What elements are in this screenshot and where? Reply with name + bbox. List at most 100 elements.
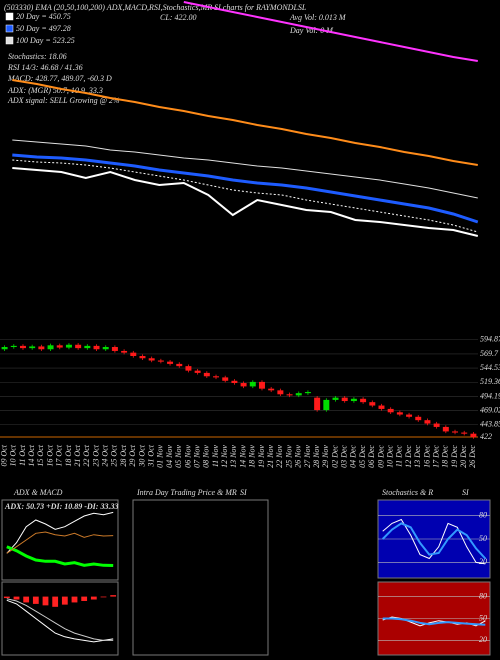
chart-title: (503330) EMA (20,50,100,200) ADX,MACD,RS… <box>4 3 307 12</box>
x-tick-label: 11 Nov <box>211 445 220 468</box>
candle-body <box>415 416 422 421</box>
candle-body <box>148 358 155 361</box>
series-line <box>12 159 478 233</box>
legend-label: 20 Day = 450.75 <box>16 12 71 21</box>
x-tick-label: 26 Nov <box>294 445 303 468</box>
candle-body <box>286 394 293 396</box>
x-tick-label: 16 Oct <box>45 444 54 466</box>
candle-body <box>304 392 311 394</box>
candle-body <box>75 344 82 349</box>
candle-body <box>29 346 36 349</box>
panel-frame <box>132 499 269 656</box>
y-tick-label: 422 <box>480 432 492 441</box>
candle-body <box>452 431 459 433</box>
legend-swatch <box>5 12 14 21</box>
series-line <box>12 79 478 166</box>
x-tick-label: 10 Oct <box>9 444 18 466</box>
x-tick-label: 05 Dec <box>358 445 367 468</box>
candle-body <box>442 426 449 432</box>
x-tick-label: 14 Oct <box>27 444 36 466</box>
series-line <box>12 139 478 199</box>
candle-body <box>194 370 201 373</box>
candle-body <box>433 423 440 427</box>
x-tick-label: 14 Nov <box>238 445 247 468</box>
candle-body <box>231 380 238 384</box>
x-tick-label: 17 Oct <box>55 444 64 466</box>
y-tick-label: 519.36 <box>480 377 500 386</box>
x-tick-label: 18 Dec <box>441 445 450 468</box>
x-tick-label: 01 Nov <box>156 445 165 468</box>
candle-body <box>121 350 128 353</box>
annotation: Avg Vol: 0.013 M <box>289 13 347 22</box>
candle-body <box>213 376 220 378</box>
series-line <box>6 545 114 567</box>
x-tick-label: 02 Dec <box>330 445 339 468</box>
x-tick-label: 27 Nov <box>303 445 312 468</box>
histogram-bar <box>52 596 59 607</box>
histogram-bar <box>100 596 107 598</box>
candle-body <box>323 399 330 411</box>
legend-label: 100 Day = 523.25 <box>16 36 75 45</box>
x-tick-label: 20 Dec <box>459 445 468 468</box>
panel-frame <box>1 581 119 656</box>
candle-body <box>295 393 302 396</box>
series-line <box>382 518 486 565</box>
candle-body <box>277 390 284 395</box>
y-tick-label: 469.02 <box>480 405 500 414</box>
y-tick-label: 544.53 <box>480 363 500 372</box>
legend-swatch <box>5 36 14 45</box>
candle-body <box>157 360 164 362</box>
x-tick-label: 18 Nov <box>248 445 257 468</box>
annotation: Stochastics: 18.06 <box>8 52 67 61</box>
y-tick-label: 80 <box>479 510 487 519</box>
candle-body <box>240 383 247 387</box>
series-line <box>6 531 114 554</box>
series-line <box>6 598 114 641</box>
candle-body <box>1 347 8 350</box>
x-tick-label: 08 Nov <box>202 445 211 468</box>
histogram-bar <box>42 596 49 606</box>
x-tick-label: 25 Nov <box>284 445 293 468</box>
candle-body <box>176 363 183 367</box>
x-tick-label: 11 Dec <box>395 445 404 468</box>
candle-body <box>185 366 192 371</box>
candle-body <box>111 347 118 351</box>
panel-frame <box>1 499 119 581</box>
candle-body <box>314 397 321 411</box>
annotation: ADX: 50.73 +DI: 10.89 -DI: 33.33 <box>4 502 118 511</box>
candle-body <box>65 344 72 348</box>
candle-body <box>203 372 210 377</box>
series-line <box>12 153 479 224</box>
x-tick-label: 12 Nov <box>220 445 229 468</box>
x-tick-label: 31 Oct <box>147 444 156 467</box>
series-line <box>12 167 479 237</box>
candle-body <box>102 347 109 350</box>
candle-body <box>396 412 403 415</box>
candle-body <box>19 345 26 349</box>
candle-body <box>332 397 339 400</box>
candle-body <box>341 397 348 402</box>
x-tick-label: 13 Nov <box>229 445 238 468</box>
candle-body <box>387 408 394 413</box>
y-tick-label: 569.7 <box>480 349 499 358</box>
x-tick-label: 09 Dec <box>376 445 385 468</box>
candle-body <box>360 398 367 403</box>
histogram-bar <box>90 596 97 600</box>
x-tick-label: 06 Dec <box>367 445 376 468</box>
x-tick-label: 30 Oct <box>137 444 146 467</box>
x-tick-label: 15 Oct <box>36 444 45 466</box>
histogram-bar <box>71 596 78 603</box>
annotation: MACD: 428.77, 489.07, -60.3 D <box>7 74 112 83</box>
annotation: ADX: (MGR) 50.7, 10.9, 33.3 <box>7 86 103 95</box>
candle-body <box>167 361 174 364</box>
candle-body <box>10 345 17 348</box>
x-tick-label: 25 Oct <box>110 444 119 466</box>
x-tick-label: 21 Nov <box>266 445 275 468</box>
histogram-bar <box>81 596 88 601</box>
annotation: CL: 422.00 <box>160 13 196 22</box>
panel-subtitle: SI <box>240 488 247 497</box>
histogram-bar <box>61 596 68 605</box>
x-tick-label: 16 Dec <box>422 445 431 468</box>
